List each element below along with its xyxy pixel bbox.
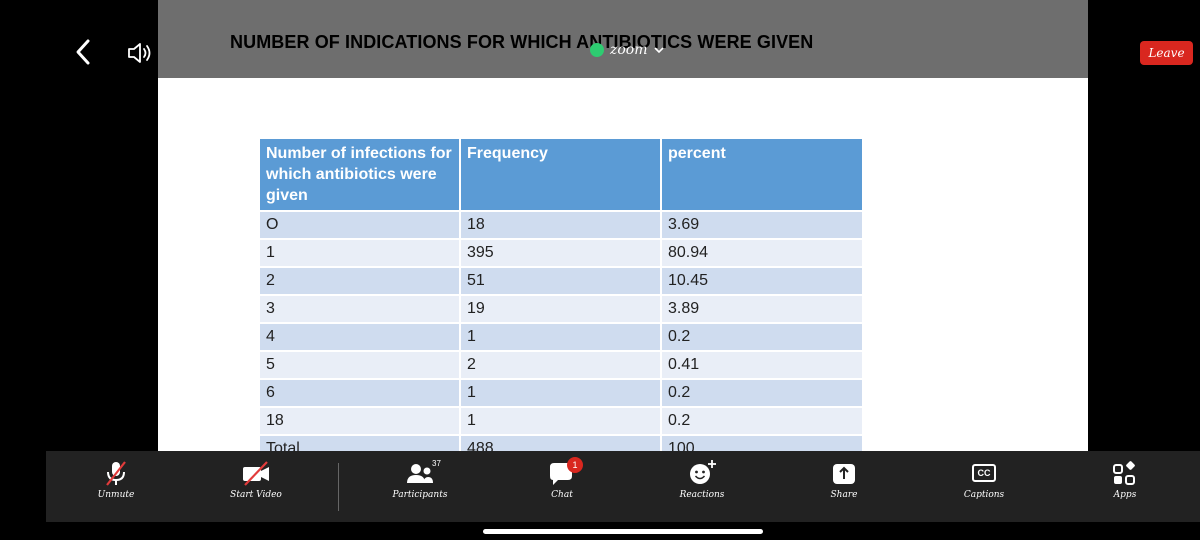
home-indicator[interactable] bbox=[483, 529, 763, 534]
table-header-cell: percent bbox=[661, 139, 864, 211]
table-cell: Total bbox=[260, 434, 461, 451]
apps-button[interactable]: Apps bbox=[1075, 459, 1175, 500]
captions-label: Captions bbox=[963, 490, 1005, 500]
table-cell: O bbox=[260, 210, 461, 239]
table-cell: 1 bbox=[460, 406, 662, 435]
table-cell: 100 bbox=[661, 434, 864, 451]
table-row: 6 1 0.2 bbox=[260, 378, 864, 407]
table-header-cell: Frequency bbox=[460, 139, 662, 211]
table-cell: 18 bbox=[460, 210, 662, 239]
chat-badge: 1 bbox=[567, 457, 583, 473]
table-cell: 3.89 bbox=[661, 294, 864, 323]
table-cell: 19 bbox=[460, 294, 662, 323]
reactions-button[interactable]: Reactions bbox=[652, 459, 752, 500]
chat-icon bbox=[550, 463, 572, 485]
table-row: 2 51 10.45 bbox=[260, 266, 864, 295]
table-row: 5 2 0.41 bbox=[260, 350, 864, 379]
shared-slide: Number of infections for which antibioti… bbox=[158, 78, 1088, 451]
chat-label: Chat bbox=[551, 490, 573, 500]
table-cell: 0.2 bbox=[661, 378, 864, 407]
captions-icon-text: CC bbox=[977, 468, 991, 478]
zoom-menu-button[interactable]: zoom bbox=[590, 42, 664, 58]
apps-icon bbox=[1113, 461, 1135, 485]
share-label: Share bbox=[830, 490, 858, 500]
chevron-down-icon bbox=[653, 47, 664, 54]
table-cell: 10.45 bbox=[661, 266, 864, 295]
top-right-panel bbox=[1088, 0, 1200, 78]
leave-button[interactable]: Leave bbox=[1140, 41, 1193, 65]
table-cell: 0.41 bbox=[661, 350, 864, 379]
data-table: Number of infections for which antibioti… bbox=[260, 139, 864, 451]
table-row: 18 1 0.2 bbox=[260, 406, 864, 435]
slide-header: NUMBER OF INDICATIONS FOR WHICH ANTIBIOT… bbox=[158, 0, 1088, 78]
table-row: Total 488 100 bbox=[260, 434, 864, 451]
chevron-left-icon bbox=[76, 39, 90, 65]
table-row: 4 1 0.2 bbox=[260, 322, 864, 351]
start-video-label: Start Video bbox=[230, 490, 282, 500]
zoom-label: zoom bbox=[610, 42, 648, 58]
share-icon bbox=[833, 464, 855, 484]
table-cell: 4 bbox=[260, 322, 461, 351]
table-cell: 0.2 bbox=[661, 406, 864, 435]
left-margin bbox=[46, 78, 158, 451]
right-margin bbox=[1088, 78, 1200, 451]
table-cell: 0.2 bbox=[661, 322, 864, 351]
top-left-panel bbox=[46, 0, 158, 78]
video-off-icon bbox=[243, 461, 269, 486]
table-cell: 488 bbox=[460, 434, 662, 451]
toolbar-divider bbox=[338, 463, 339, 511]
participants-icon-wrap: 37 bbox=[404, 459, 441, 487]
table-header-cell: Number of infections for which antibioti… bbox=[260, 139, 461, 211]
reactions-label: Reactions bbox=[679, 490, 725, 500]
shield-icon bbox=[590, 43, 604, 57]
speaker-button[interactable] bbox=[126, 40, 156, 66]
speaker-icon bbox=[128, 43, 151, 63]
captions-button[interactable]: CC Captions bbox=[934, 459, 1034, 500]
meeting-toolbar: Unmute Start Video 37 Participants 1 bbox=[46, 451, 1200, 522]
table-row: 3 19 3.89 bbox=[260, 294, 864, 323]
reactions-icon bbox=[690, 460, 716, 484]
captions-icon: CC bbox=[972, 464, 996, 482]
participants-count: 37 bbox=[432, 459, 441, 468]
table-cell: 2 bbox=[460, 350, 662, 379]
table-cell: 1 bbox=[460, 378, 662, 407]
table-cell: 80.94 bbox=[661, 238, 864, 267]
table-cell: 6 bbox=[260, 378, 461, 407]
table-cell: 3 bbox=[260, 294, 461, 323]
table-row: 1 395 80.94 bbox=[260, 238, 864, 267]
table-cell: 1 bbox=[460, 322, 662, 351]
table-cell: 18 bbox=[260, 406, 461, 435]
apps-label: Apps bbox=[1113, 490, 1137, 500]
unmute-label: Unmute bbox=[97, 490, 135, 500]
table-cell: 2 bbox=[260, 266, 461, 295]
participants-label: Participants bbox=[392, 490, 448, 500]
start-video-button[interactable]: Start Video bbox=[206, 459, 306, 500]
share-button[interactable]: Share bbox=[794, 459, 894, 500]
chat-icon-wrap: 1 bbox=[547, 457, 583, 487]
table-cell: 3.69 bbox=[661, 210, 864, 239]
table-cell: 395 bbox=[460, 238, 662, 267]
microphone-muted-icon bbox=[106, 461, 126, 486]
table-cell: 51 bbox=[460, 266, 662, 295]
table-cell: 5 bbox=[260, 350, 461, 379]
chat-button[interactable]: 1 Chat bbox=[512, 457, 612, 500]
slide-title: NUMBER OF INDICATIONS FOR WHICH ANTIBIOT… bbox=[230, 32, 814, 52]
table-cell: 1 bbox=[260, 238, 461, 267]
participants-button[interactable]: 37 Participants bbox=[370, 459, 470, 500]
table-header-row: Number of infections for which antibioti… bbox=[260, 139, 864, 211]
table-row: O 18 3.69 bbox=[260, 210, 864, 239]
participants-icon bbox=[407, 464, 433, 483]
unmute-button[interactable]: Unmute bbox=[66, 459, 166, 500]
back-button[interactable] bbox=[72, 38, 96, 66]
